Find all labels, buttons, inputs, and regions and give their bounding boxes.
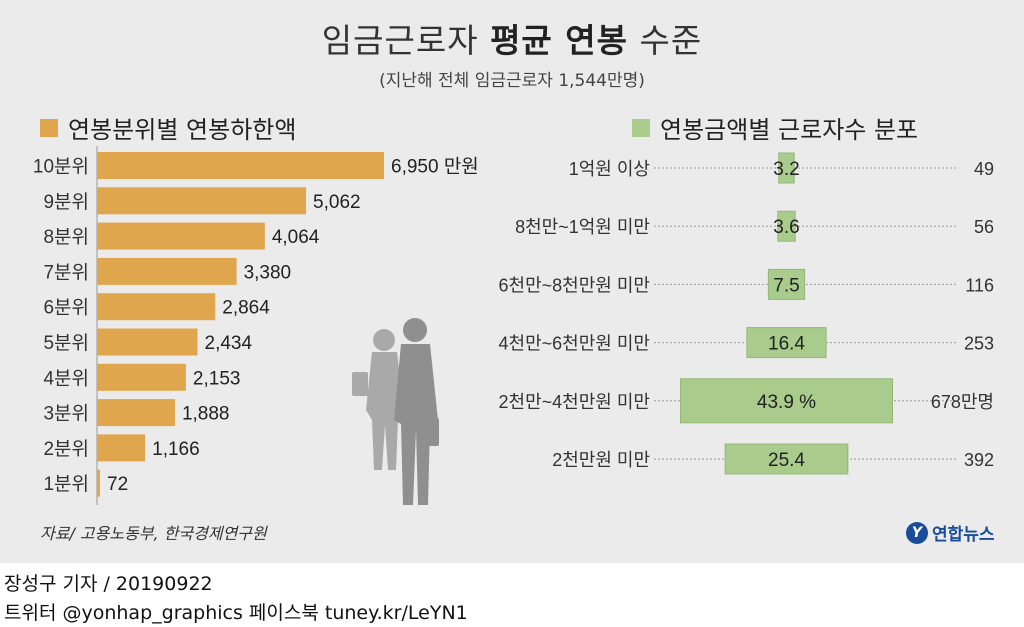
left-bar-chart: 10분위 6,950 만원 9분위 5,062 8분위 4,064 7분위 3,380 6분위 2… (33, 146, 479, 505)
yonhap-logo: Y 연합뉴스 (906, 520, 995, 545)
right-category-label: 2천만원 미만 (552, 450, 650, 470)
right-category-label: 6천만~8천만원 미만 (499, 275, 650, 295)
right-bar (680, 378, 893, 424)
left-bar (97, 222, 265, 250)
left-bar (97, 363, 186, 391)
right-count-label: 56 (974, 217, 994, 237)
page-subtitle: (지난해 전체 임금근로자 1,544만명) (379, 71, 645, 91)
left-category-label: 6분위 (43, 297, 89, 319)
left-category-label: 7분위 (43, 261, 89, 283)
title-tail: 수준 (628, 21, 703, 60)
left-category-label: 9분위 (43, 191, 89, 213)
right-value-label: 3.6 (773, 217, 799, 238)
yonhap-logo-name: 연합뉴스 (932, 525, 995, 545)
left-value-label: 2,153 (193, 368, 241, 389)
page-title: 임금근로자 평균 연봉 수준 (0, 14, 1024, 62)
right-distribution-chart: 1억원 이상 3.2 49 8천만~1억원 미만 3.6 56 6천만~8천만원 미만 7.5… (499, 152, 994, 475)
left-value-label: 1,166 (152, 439, 200, 460)
left-value-label: 4,064 (272, 227, 320, 248)
left-bar (97, 257, 237, 285)
left-bar (97, 399, 175, 427)
left-legend-swatch (40, 118, 58, 137)
title-bold: 평균 연봉 (490, 21, 628, 60)
left-chart-title: 연봉분위별 연봉하한액 (40, 110, 296, 145)
infographic-panel: 임금근로자 평균 연봉 수준 (지난해 전체 임금근로자 1,544만명) 연봉… (0, 0, 1024, 563)
right-bar (746, 327, 827, 359)
left-chart-title-text: 연봉분위별 연봉하한액 (68, 116, 297, 144)
right-value-label: 16.4 (768, 334, 805, 355)
footer-social: 트위터 @yonhap_graphics 페이스북 tuney.kr/LeYN1 (4, 602, 468, 624)
left-value-label: 6,950 만원 (391, 156, 479, 178)
left-value-label: 72 (107, 474, 128, 495)
source-note: 자료/ 고용노동부, 한국경제연구원 (40, 524, 267, 543)
right-chart-title-text: 연봉금액별 근로자수 분포 (660, 116, 919, 144)
right-category-label: 4천만~6천만원 미만 (499, 334, 650, 354)
right-value-label: 25.4 (768, 450, 805, 471)
left-category-label: 5분위 (43, 332, 89, 354)
yonhap-logo-mark-icon: Y (906, 521, 928, 544)
right-count-label: 678만명 (931, 392, 994, 412)
title-normal: 임금근로자 (321, 21, 491, 60)
left-value-label: 5,062 (313, 192, 361, 213)
left-bar (97, 328, 198, 356)
left-value-label: 2,864 (222, 298, 270, 319)
right-count-label: 253 (964, 334, 994, 354)
left-bar (97, 469, 100, 497)
left-value-label: 1,888 (182, 404, 230, 425)
left-category-label: 2분위 (43, 438, 89, 460)
left-bar (97, 152, 384, 179)
right-bar (777, 210, 796, 242)
right-bar (778, 152, 795, 184)
right-value-label: 3.2 (773, 159, 799, 180)
business-people-illustration (352, 318, 439, 505)
left-value-label: 2,434 (205, 333, 253, 354)
left-category-label: 8분위 (43, 226, 89, 248)
left-category-label: 10분위 (33, 156, 89, 178)
right-legend-swatch (632, 118, 650, 137)
right-count-label: 49 (974, 159, 994, 179)
right-bar (767, 268, 806, 300)
left-category-label: 4분위 (43, 367, 89, 389)
right-value-label: 7.5 (773, 275, 799, 296)
right-category-label: 1억원 이상 (569, 159, 650, 179)
right-category-label: 2천만~4천만원 미만 (499, 392, 650, 412)
left-bar (97, 434, 146, 462)
footer: 장성구 기자 / 20190922 트위터 @yonhap_graphics 페… (0, 563, 1024, 627)
left-value-label: 3,380 (244, 262, 292, 283)
left-category-label: 3분위 (43, 403, 89, 425)
footer-byline: 장성구 기자 / 20190922 (4, 573, 213, 595)
right-count-label: 392 (964, 450, 994, 470)
left-category-label: 1분위 (43, 473, 89, 495)
right-count-label: 116 (965, 275, 994, 295)
right-chart-title: 연봉금액별 근로자수 분포 (632, 110, 918, 145)
right-category-label: 8천만~1억원 미만 (515, 217, 650, 237)
left-bar (97, 293, 216, 321)
right-value-label: 43.9 % (757, 392, 816, 413)
right-bar (724, 443, 849, 475)
left-bar (97, 187, 307, 215)
